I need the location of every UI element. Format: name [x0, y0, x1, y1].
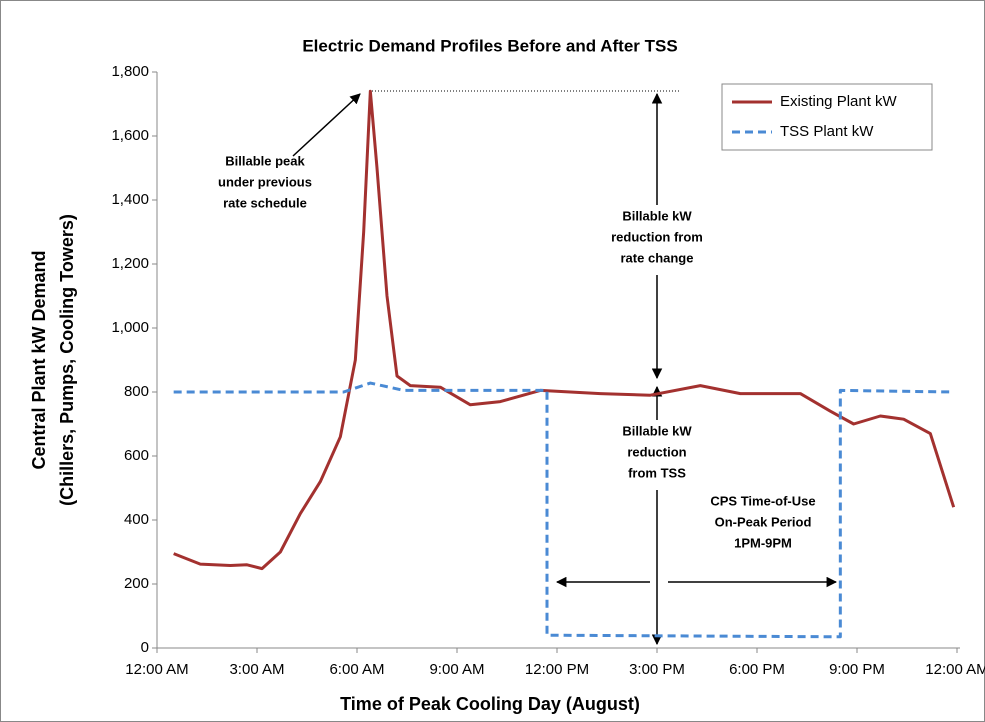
y-tick-label: 400 [124, 511, 149, 528]
line-series [173, 89, 956, 571]
arrow [292, 93, 361, 157]
annotation: reduction [627, 444, 686, 459]
annotation: Billable kW [622, 423, 692, 438]
chart-title: Electric Demand Profiles Before and Afte… [302, 36, 677, 55]
x-axis-label: Time of Peak Cooling Day (August) [340, 694, 640, 714]
x-tick-label: 3:00 AM [229, 661, 284, 678]
y-tick-label: 600 [124, 447, 149, 464]
y-tick-label: 200 [124, 575, 149, 592]
annotation: Billable peak [225, 153, 305, 168]
annotation: CPS Time-of-Use [710, 493, 815, 508]
y-tick-label: 1,800 [111, 63, 149, 80]
x-tick-label: 6:00 AM [329, 661, 384, 678]
y-axis-label: (Chillers, Pumps, Cooling Towers) [57, 214, 77, 506]
y-tick-label: 0 [141, 639, 149, 656]
annotation: from TSS [628, 465, 686, 480]
y-tick-label: 800 [124, 383, 149, 400]
x-tick-label: 12:00 PM [525, 661, 589, 678]
x-tick-label: 6:00 PM [729, 661, 785, 678]
x-tick-label: 12:00 AM [925, 661, 985, 678]
x-tick-label: 9:00 PM [829, 661, 885, 678]
annotation: Billable kW [622, 208, 692, 223]
y-tick-label: 1,400 [111, 191, 149, 208]
y-tick-label: 1,000 [111, 319, 149, 336]
x-tick-label: 12:00 AM [125, 661, 188, 678]
annotation: reduction from [611, 229, 703, 244]
annotation: 1PM-9PM [734, 535, 792, 550]
legend-label: TSS Plant kW [780, 123, 874, 140]
legend [721, 83, 933, 151]
y-tick-label: 1,200 [111, 255, 149, 272]
y-tick-label: 1,600 [111, 127, 149, 144]
annotation: On-Peak Period [715, 514, 812, 529]
annotation: under previous [218, 174, 312, 189]
x-tick-label: 3:00 PM [629, 661, 685, 678]
y-axis-label: Central Plant kW Demand [29, 250, 49, 469]
x-tick-label: 9:00 AM [429, 661, 484, 678]
annotation: rate change [621, 250, 694, 265]
annotation: rate schedule [223, 195, 307, 210]
legend-label: Existing Plant kW [780, 93, 898, 110]
